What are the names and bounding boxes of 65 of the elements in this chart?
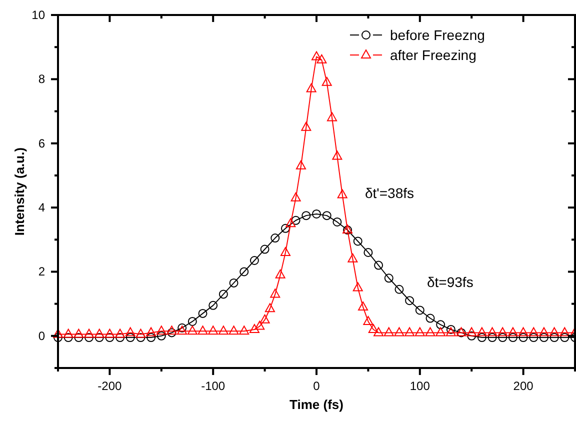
point	[436, 320, 446, 330]
point	[229, 278, 238, 288]
point	[198, 308, 208, 318]
point	[405, 296, 414, 306]
point	[291, 216, 300, 225]
point	[136, 333, 146, 342]
point	[260, 244, 270, 254]
point	[384, 274, 394, 283]
point	[467, 331, 476, 340]
y-tick-label: 8	[38, 72, 46, 86]
point	[312, 209, 321, 218]
x-tick-label: -200	[98, 379, 122, 393]
x-axis-title: Time (fs)	[290, 397, 344, 412]
x-tick-label: 0	[313, 379, 320, 393]
point	[394, 284, 404, 294]
x-tick-label: -100	[201, 379, 226, 393]
y-tick-label: 0	[38, 328, 46, 343]
point	[518, 333, 528, 342]
y-tick-label: 4	[38, 200, 46, 215]
point	[54, 333, 62, 342]
point	[446, 324, 456, 334]
point	[218, 290, 228, 299]
legend-label: after Freezing	[390, 47, 476, 63]
annotation: δt'=38fs	[365, 185, 414, 201]
point	[364, 248, 373, 257]
legend-label: before Freezng	[390, 27, 485, 43]
point	[280, 224, 290, 233]
point	[560, 333, 570, 342]
point	[64, 333, 73, 342]
point	[208, 300, 218, 310]
y-axis-title: Intensity (a.u.)	[12, 147, 27, 236]
y-tick-label: 10	[32, 8, 46, 22]
y-tick-label: 6	[38, 136, 46, 150]
point	[74, 333, 84, 342]
point	[488, 333, 497, 342]
point	[84, 333, 94, 342]
point	[477, 333, 486, 342]
point	[146, 333, 156, 342]
point	[498, 333, 508, 342]
point	[529, 333, 538, 342]
point	[302, 211, 311, 220]
x-tick-label: 100	[410, 379, 430, 393]
point	[353, 236, 362, 246]
point	[332, 217, 342, 226]
point	[322, 211, 332, 220]
point	[508, 333, 518, 342]
point	[270, 234, 280, 243]
point	[94, 333, 104, 342]
point	[167, 328, 176, 338]
point	[240, 267, 249, 276]
point	[550, 333, 559, 342]
point	[178, 323, 187, 332]
x-tick-label: 200	[513, 379, 534, 393]
point	[539, 333, 548, 342]
annotation: δt=93fs	[427, 274, 474, 290]
point	[426, 314, 435, 323]
point	[250, 256, 259, 265]
point	[126, 333, 135, 342]
y-tick-label: 2	[38, 264, 46, 279]
point	[156, 331, 166, 340]
point	[188, 316, 197, 326]
point	[374, 260, 384, 270]
point	[105, 333, 114, 342]
point	[116, 333, 125, 342]
point	[415, 306, 424, 315]
